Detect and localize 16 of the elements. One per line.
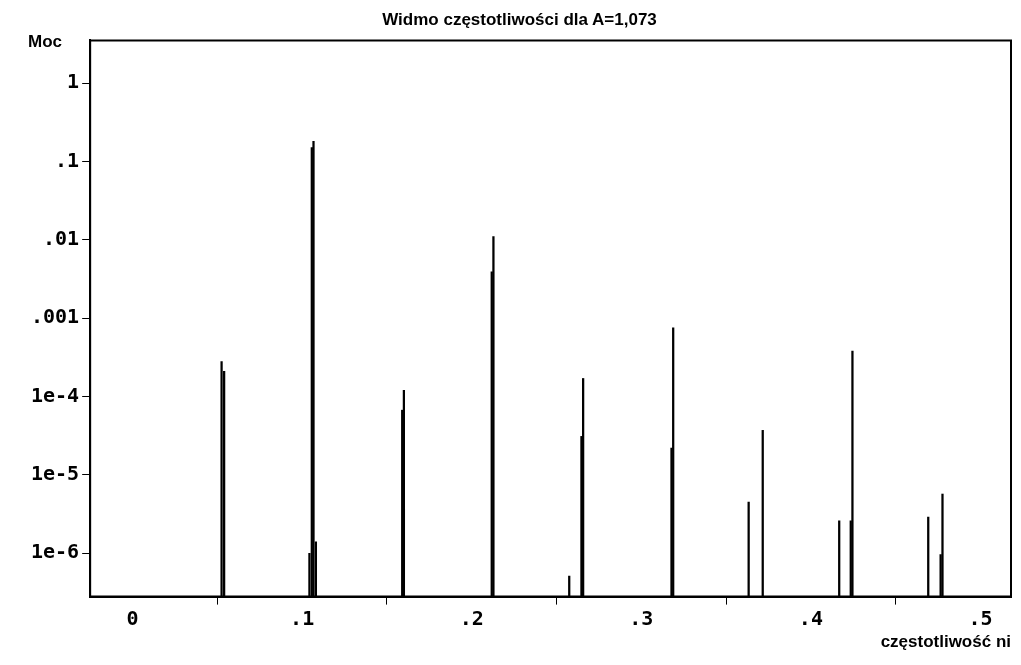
y-tick-label: 1e-6 — [30, 539, 80, 564]
y-tick-label: .01 — [43, 225, 80, 250]
x-tick-label: .1 — [290, 605, 315, 630]
x-tick-label: .4 — [798, 605, 823, 630]
y-tick-label: .1 — [55, 147, 80, 172]
y-tick-label: 1e-4 — [30, 382, 80, 407]
y-axis-title: Moc — [28, 31, 62, 51]
x-tick-label: .2 — [459, 605, 484, 630]
chart-title: Widmo częstotliwości dla A=1,073 — [382, 9, 657, 29]
y-tick-label: 1 — [67, 69, 80, 94]
x-tick-label: .5 — [968, 605, 993, 630]
x-tick-label: 0 — [126, 605, 139, 630]
y-tick-label: 1e-5 — [30, 461, 80, 486]
x-tick-label: .3 — [629, 605, 654, 630]
y-tick-label: .001 — [30, 304, 80, 329]
x-axis-title: częstotliwość ni — [880, 632, 1011, 652]
